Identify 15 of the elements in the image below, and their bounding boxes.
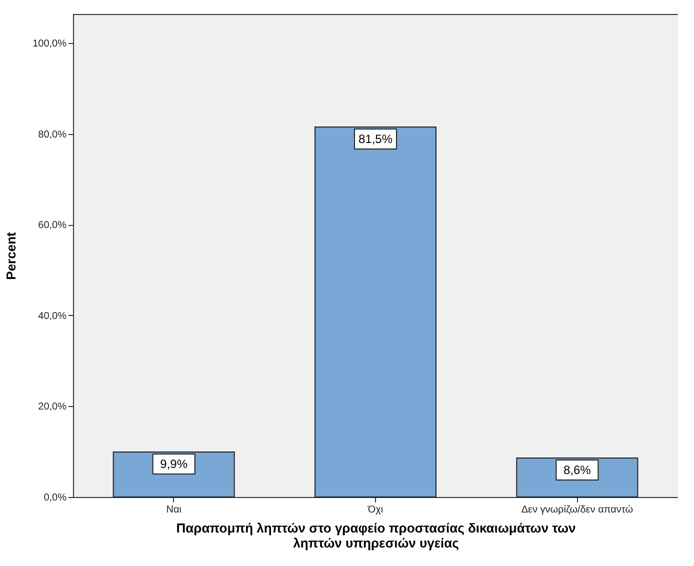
- x-tick-label: Ναι: [166, 504, 182, 516]
- x-tick-label: Δεν γνωρίζω/δεν απαντώ: [521, 504, 634, 516]
- y-tick-label: 20,0%: [38, 402, 67, 413]
- data-label: 9,9%: [160, 457, 188, 472]
- y-tick-label: 100,0%: [32, 38, 67, 50]
- y-axis-title: Percent: [4, 231, 19, 280]
- data-label: 81,5%: [358, 132, 393, 146]
- x-axis-title: Παραπομπή ληπτών στο γραφείο προστασίας δικαιωμάτων των ληπτών υπηρεσιών υγείας: [176, 520, 576, 550]
- data-label: 8,6%: [563, 462, 592, 477]
- y-tick-label: 80,0%: [38, 129, 67, 140]
- bar: [314, 126, 436, 498]
- y-tick-label: 60,0%: [38, 220, 67, 232]
- y-tick-label: 40,0%: [38, 310, 67, 322]
- y-tick-label: 0,0%: [44, 492, 67, 504]
- x-tick-label: Όχι: [366, 504, 384, 516]
